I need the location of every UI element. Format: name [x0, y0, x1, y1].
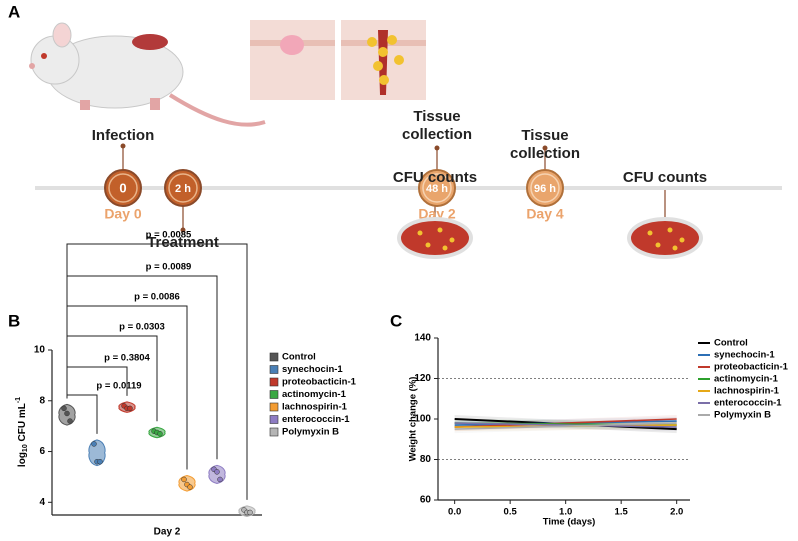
- line: [454, 422, 677, 430]
- time-label: 48 h: [426, 183, 448, 195]
- data-point: [214, 469, 220, 475]
- event-label: Tissue collection: [401, 108, 472, 143]
- y-tick-label: 6: [39, 446, 45, 457]
- legend-label: synechocin-1: [714, 350, 775, 361]
- panel-label: C: [390, 311, 402, 330]
- p-value: p = 0.0086: [134, 292, 180, 303]
- data-point: [157, 431, 163, 437]
- data-point: [187, 484, 193, 490]
- event-label: Treatment: [147, 234, 219, 251]
- legend-swatch: [269, 390, 279, 399]
- data-point: [91, 441, 97, 447]
- legend-label: actinomycin-1: [282, 389, 347, 400]
- y-label-part: CFU mL: [17, 403, 28, 444]
- mouse-illustration: [29, 22, 266, 127]
- time-label: 0: [119, 180, 126, 195]
- y-tick-label: 80: [420, 454, 432, 465]
- legend-label: proteobacticin-1: [282, 377, 357, 388]
- x-tick-label: 1.0: [559, 507, 572, 518]
- legend-swatch: [269, 402, 279, 412]
- data-point: [127, 405, 133, 412]
- petri-dish: [397, 217, 703, 259]
- timeline-nodes: [104, 169, 564, 207]
- panel-label: A: [8, 2, 20, 21]
- result-label: CFU counts: [393, 169, 477, 186]
- legend-swatch: [269, 427, 279, 437]
- time-label: 2 h: [175, 183, 191, 195]
- legend-swatch: [269, 365, 279, 374]
- legend-label: actinomycin-1: [714, 374, 779, 385]
- legend-swatch: [269, 377, 279, 387]
- x-tick-label: 2.0: [670, 507, 683, 518]
- significance-bracket: [66, 275, 218, 460]
- legend-label: enterococcin-1: [714, 398, 782, 409]
- y-tick-label: 10: [34, 345, 46, 356]
- day-label: Day 0: [104, 206, 142, 222]
- time-label: 96 h: [534, 183, 556, 195]
- legend-swatch: [269, 352, 279, 362]
- y-tick-label: 140: [414, 333, 431, 344]
- x-axis-label: Time (days): [543, 517, 596, 528]
- data-point: [61, 405, 67, 412]
- y-tick-label: 120: [414, 373, 431, 384]
- significance-bracket: [66, 243, 248, 500]
- y-tick-label: 60: [420, 495, 432, 506]
- data-point: [97, 458, 103, 465]
- result-label: CFU counts: [623, 169, 707, 186]
- data-point: [64, 410, 70, 417]
- data-point: [247, 509, 253, 516]
- y-tick-label: 100: [414, 414, 431, 425]
- y-label-part: 10: [22, 444, 29, 452]
- p-value: p = 0.0119: [96, 381, 141, 392]
- stem-dots: [120, 143, 548, 233]
- y-label-part: log: [17, 452, 28, 467]
- legend-label: enterococcin-1: [282, 414, 350, 425]
- day-label: Day 4: [526, 206, 564, 222]
- data-point: [217, 476, 223, 483]
- y-axis-label: Weight change (%): [408, 377, 419, 462]
- y-tick-label: 8: [39, 395, 45, 406]
- line: [454, 418, 677, 428]
- legend-label: lachnospirin-1: [714, 386, 780, 397]
- x-tick-label: 0.5: [504, 507, 518, 518]
- data-point: [67, 418, 73, 424]
- significance-bracket: [66, 335, 158, 422]
- x-tick-label: 1.5: [615, 507, 629, 518]
- y-label-part: -1: [15, 397, 22, 403]
- p-value: p = 0.0303: [119, 322, 165, 333]
- tissue-illustration: [250, 20, 426, 100]
- event-label: Infection: [92, 127, 155, 144]
- p-value: p = 0.3804: [104, 353, 150, 364]
- x-tick-label: 0.0: [448, 507, 461, 518]
- data-point: [181, 476, 187, 483]
- y-tick-label: 4: [39, 497, 45, 508]
- line: [454, 422, 677, 428]
- legend-label: proteobacticin-1: [714, 362, 789, 373]
- p-value: p = 0.0085: [146, 230, 192, 241]
- p-value: p = 0.0089: [146, 262, 192, 273]
- event-label: Tissue collection: [509, 127, 580, 162]
- legend-label: Polymyxin B: [714, 410, 771, 421]
- legend-label: Polymyxin B: [282, 427, 339, 438]
- legend-label: lachnospirin-1: [282, 402, 348, 413]
- y-axis-label: log10 CFU mL-1: [15, 397, 29, 467]
- legend-label: Control: [282, 352, 316, 363]
- panel-label: B: [8, 311, 20, 330]
- legend-label: Control: [714, 338, 748, 349]
- legend-label: synechocin-1: [282, 364, 343, 375]
- x-axis-label: Day 2: [154, 527, 181, 538]
- legend-swatch: [269, 415, 279, 424]
